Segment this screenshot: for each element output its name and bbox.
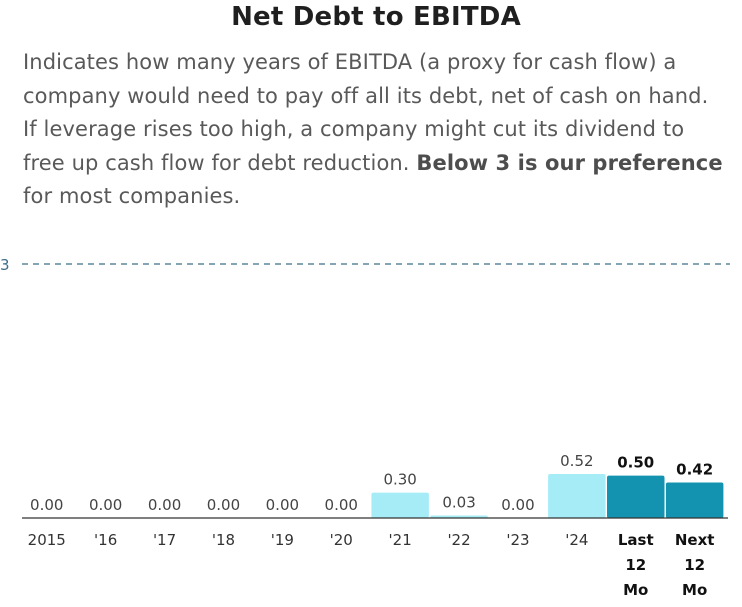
description-text: Indicates how many years of EBITDA (a pr… [23, 50, 709, 175]
description-tail: for most companies. [23, 184, 241, 208]
chart-description: Indicates how many years of EBITDA (a pr… [23, 46, 723, 214]
bar [430, 515, 488, 518]
tick-label: '23 [506, 531, 529, 549]
tick-label: '21 [389, 531, 412, 549]
bar [665, 482, 724, 518]
data-label: 0.03 [442, 493, 475, 511]
data-label: 0.00 [501, 496, 534, 514]
tick-label: 2015 [28, 531, 66, 549]
data-label: 0.30 [383, 471, 416, 489]
chart-title: Net Debt to EBITDA [231, 2, 521, 32]
data-label: 0.50 [617, 454, 654, 472]
tick-label: '16 [94, 531, 117, 549]
tick-label: '22 [447, 531, 470, 549]
data-label: 0.52 [560, 452, 593, 470]
data-label: 0.00 [266, 496, 299, 514]
data-label: 0.00 [30, 496, 63, 514]
data-label: 0.00 [325, 496, 358, 514]
data-label: 0.00 [89, 496, 122, 514]
tick-label: '20 [330, 531, 353, 549]
description-emphasis: Below 3 is our preference [416, 150, 723, 175]
tick-label: Next 12 Mo [675, 531, 715, 599]
data-label: 0.42 [676, 460, 713, 478]
bar [371, 492, 429, 518]
tick-label: '17 [153, 531, 176, 549]
bar [607, 475, 665, 518]
tick-label: '18 [212, 531, 235, 549]
data-label: 0.00 [148, 496, 181, 514]
reference-line-label: 3 [0, 256, 10, 274]
tick-label: '24 [565, 531, 588, 549]
bar [548, 473, 606, 518]
tick-label: '19 [271, 531, 294, 549]
tick-label: Last 12 Mo [618, 531, 654, 599]
data-label: 0.00 [207, 496, 240, 514]
